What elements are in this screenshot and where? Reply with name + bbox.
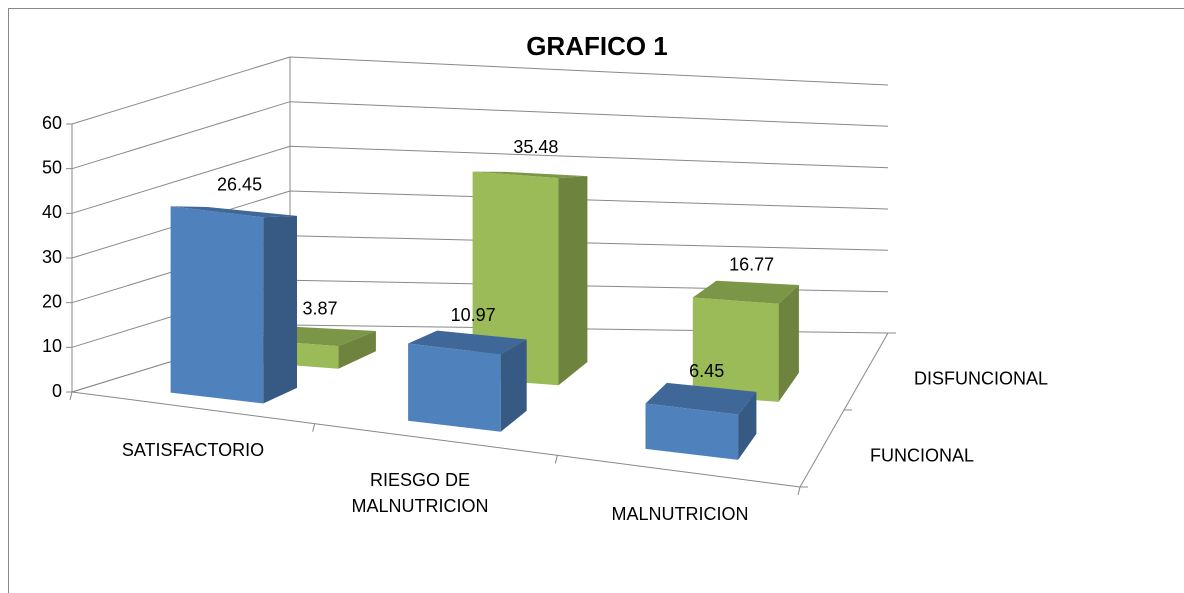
bar-top: [472, 171, 588, 179]
chart-title: GRAFICO 1: [526, 31, 668, 61]
y-tick-label: 40: [42, 202, 62, 222]
bar-side: [500, 339, 527, 432]
x-tick-label: MALNUTRICION: [611, 504, 749, 524]
data-label: 26.45: [217, 174, 262, 194]
bar: [170, 206, 264, 404]
series-label: DISFUNCIONAL: [914, 368, 1048, 388]
x-tick: [797, 486, 801, 496]
x-tick: [312, 423, 316, 432]
y-tick-label: 60: [42, 113, 62, 133]
y-tick-label: 50: [42, 157, 62, 177]
bar-top: [692, 280, 799, 304]
bar-top: [645, 382, 757, 415]
data-label: 10.97: [451, 305, 496, 325]
bar-side: [778, 285, 799, 402]
bar-side: [263, 215, 297, 404]
bar: [645, 403, 739, 460]
data-label: 35.48: [513, 137, 558, 157]
bar: [408, 343, 501, 432]
data-label: 6.45: [689, 361, 724, 381]
data-label: 16.77: [729, 255, 774, 275]
bar-top: [170, 206, 297, 218]
data-label: 3.87: [303, 299, 338, 319]
y-tick-label: 20: [42, 291, 62, 311]
x-tick-label: RIESGO DE MALNUTRICION: [351, 470, 489, 516]
bar-side: [338, 331, 376, 369]
bar-side: [558, 176, 588, 386]
x-axis: [71, 391, 801, 488]
y-tick-label: 30: [42, 247, 62, 267]
x-tick: [69, 391, 73, 401]
y-tick-label: 10: [42, 336, 62, 356]
y-tick-label: 0: [52, 381, 62, 401]
series-label: FUNCIONAL: [870, 445, 974, 465]
bar-side: [738, 391, 757, 460]
bar: [692, 297, 779, 402]
x-tick: [554, 455, 558, 464]
bar: [472, 171, 559, 386]
bar-top: [408, 330, 527, 355]
x-tick-label: SATISFACTORIO: [121, 440, 265, 460]
